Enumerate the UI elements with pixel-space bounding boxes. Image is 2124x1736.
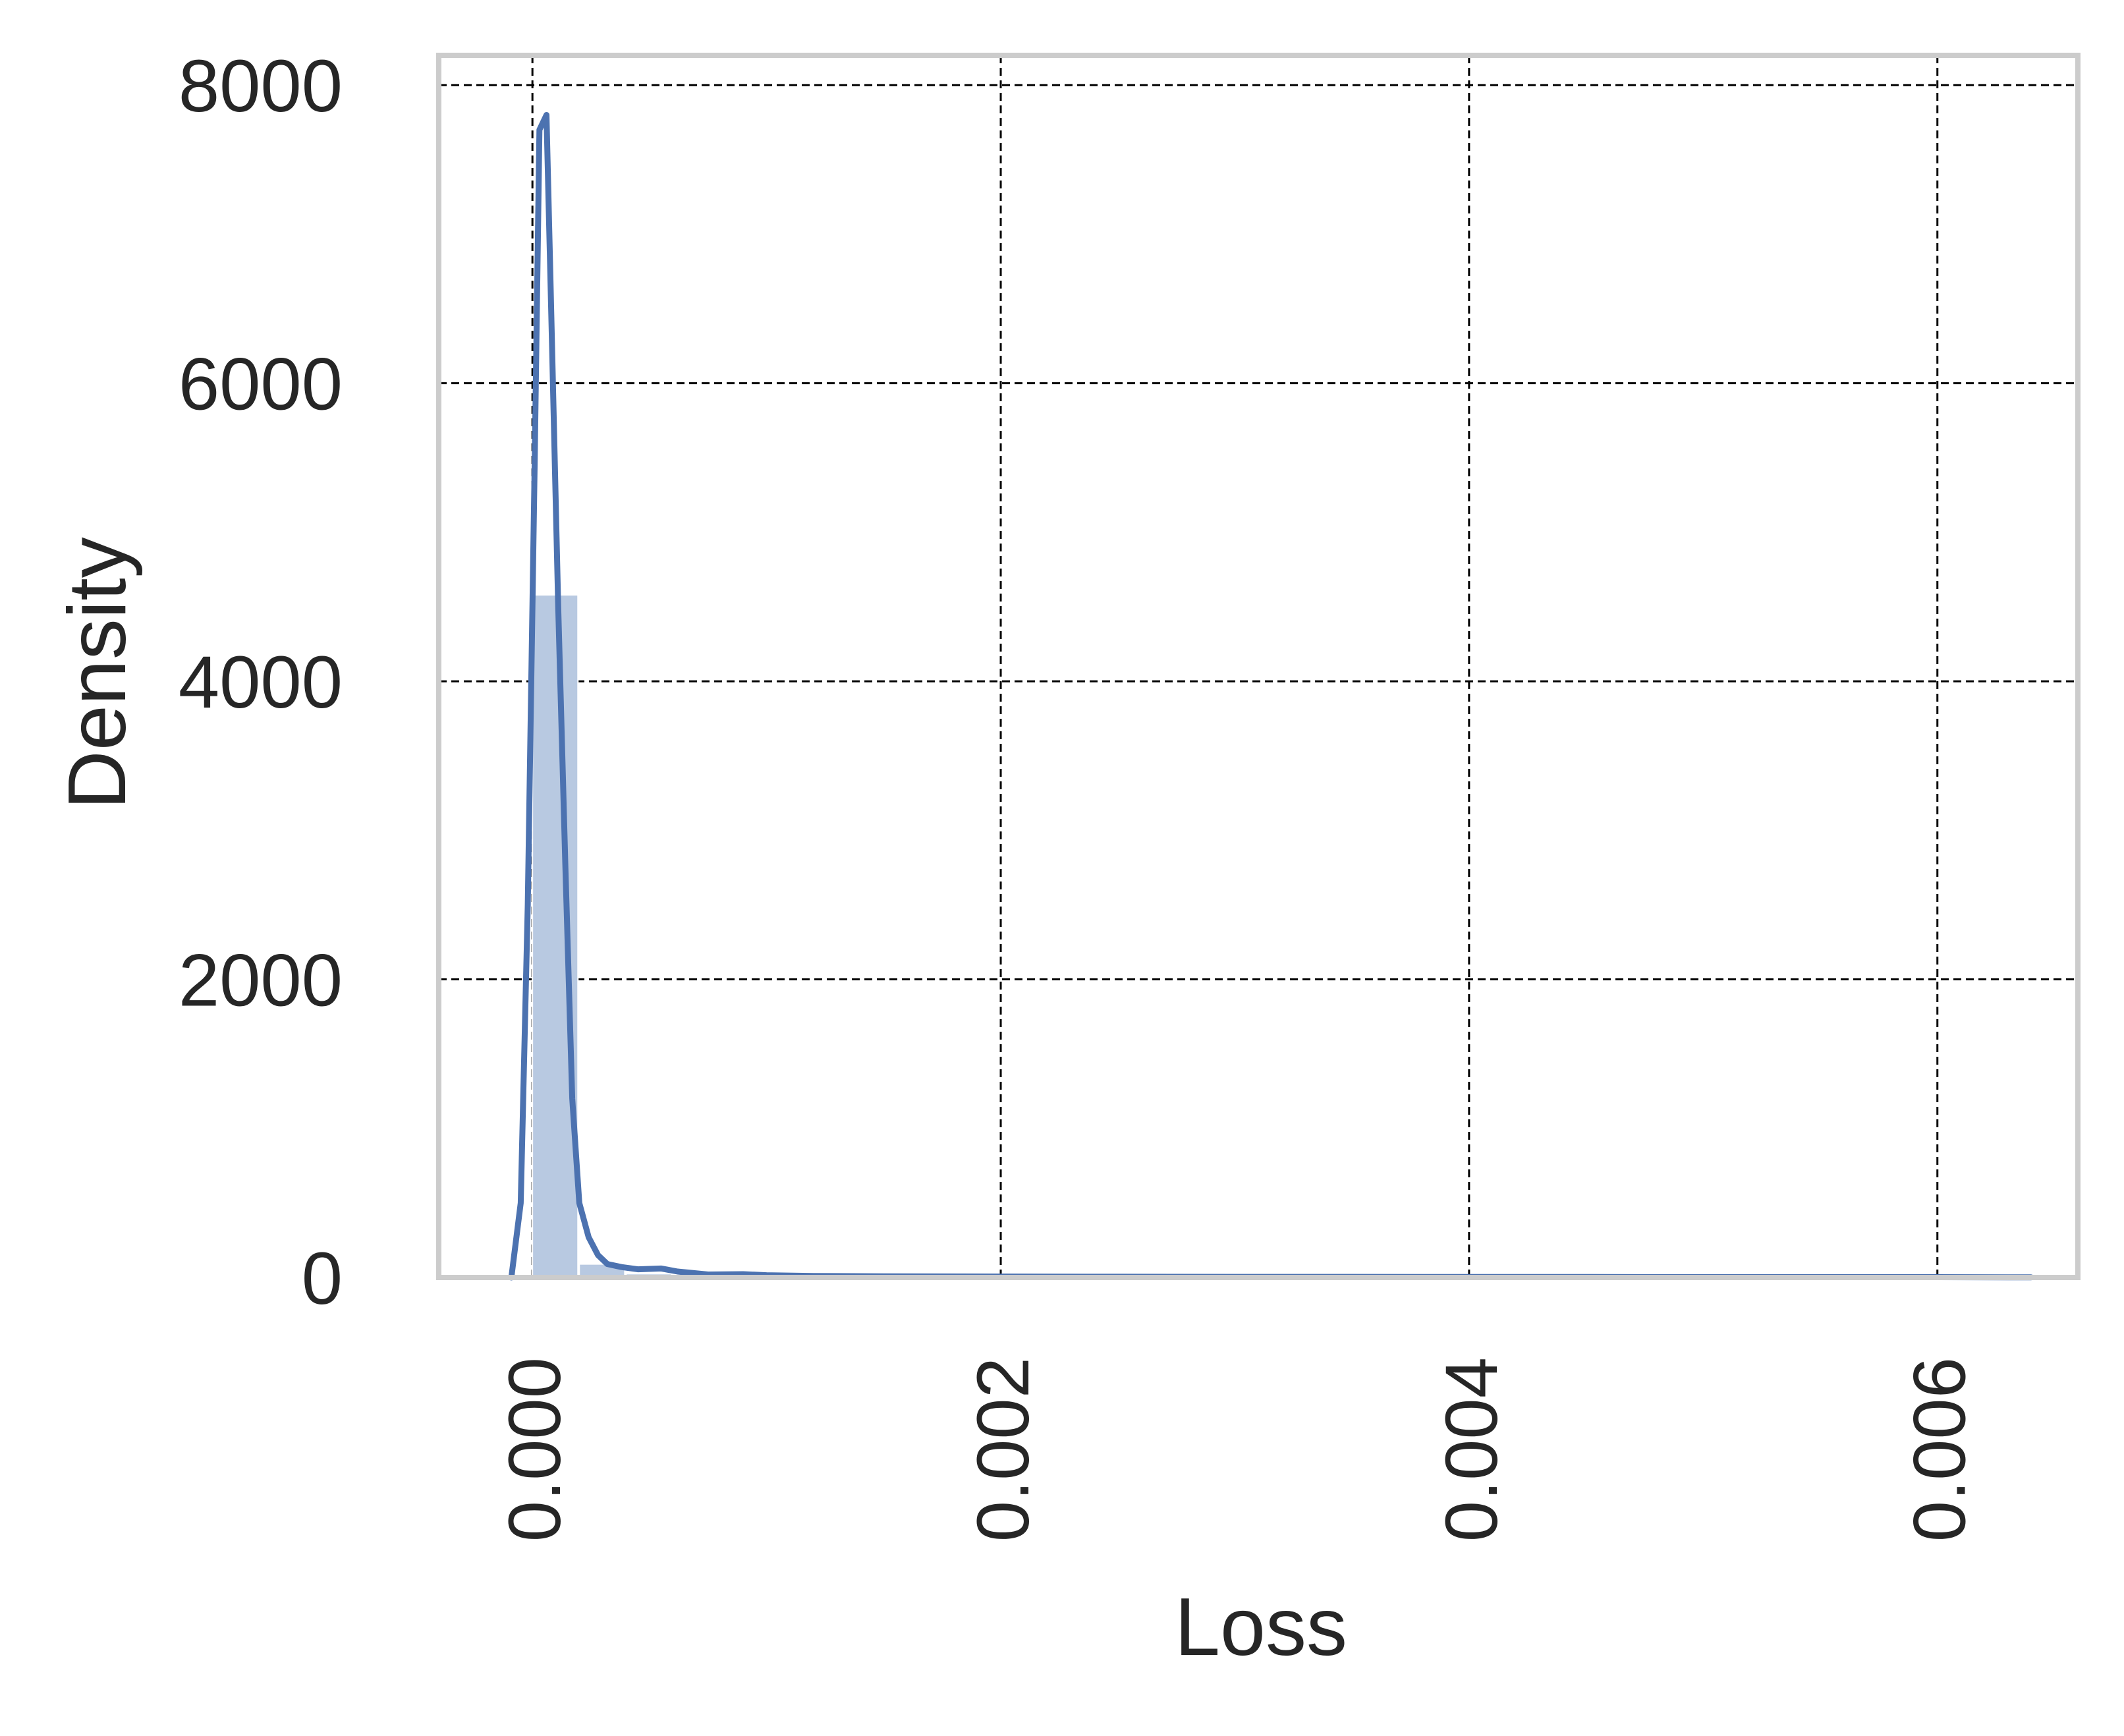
y-tick-label: 4000 bbox=[179, 641, 343, 723]
x-tick-label: 0.000 bbox=[493, 1357, 576, 1542]
x-tick-label: 0.004 bbox=[1430, 1357, 1513, 1542]
y-tick-label: 0 bbox=[302, 1237, 343, 1320]
y-tick-label: 8000 bbox=[179, 45, 343, 127]
x-tick-label: 0.006 bbox=[1899, 1357, 1981, 1542]
x-tick-label: 0.002 bbox=[962, 1357, 1044, 1542]
plot-background bbox=[439, 55, 2078, 1277]
y-tick-label: 2000 bbox=[179, 939, 343, 1022]
y-axis-label: Density bbox=[52, 537, 143, 809]
y-tick-label: 6000 bbox=[179, 343, 343, 426]
plot-area bbox=[439, 55, 2078, 1277]
x-axis-label: Loss bbox=[1175, 1582, 1347, 1673]
histogram-bar bbox=[532, 595, 578, 1277]
